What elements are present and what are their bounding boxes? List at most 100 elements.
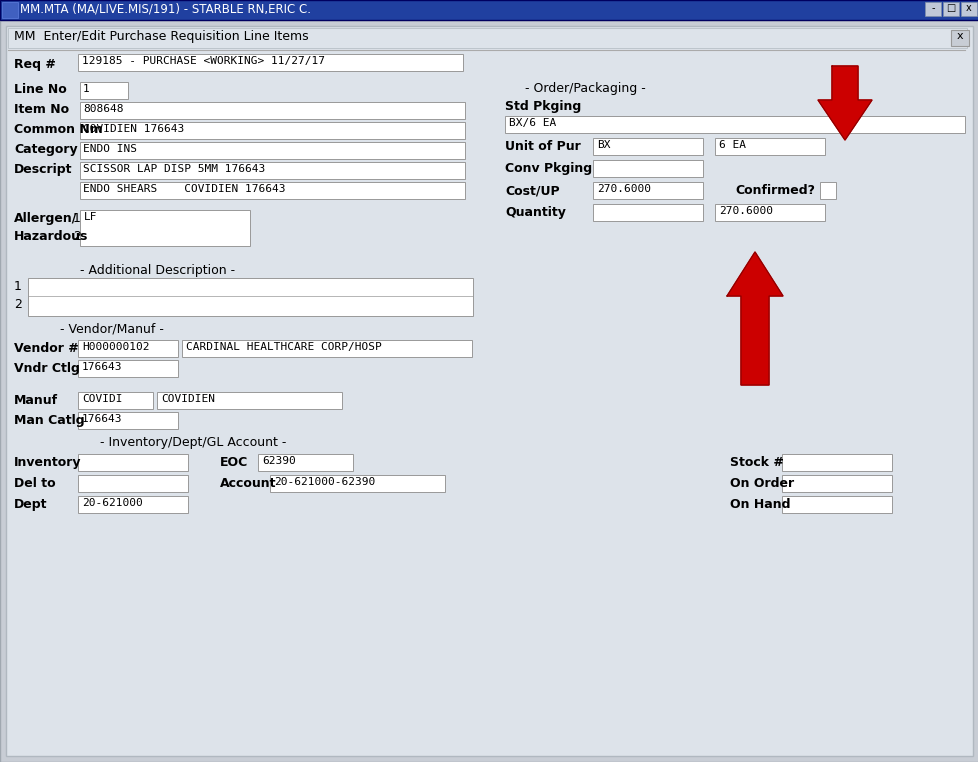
Text: Allergen/: Allergen/ [14,212,77,225]
Text: 6 EA: 6 EA [718,140,745,150]
Text: Account: Account [220,477,276,490]
Text: - Vendor/Manuf -: - Vendor/Manuf - [60,322,163,335]
Bar [820,182,835,199]
Text: SCISSOR LAP DISP 5MM 176643: SCISSOR LAP DISP 5MM 176643 [83,164,265,174]
Bar [80,182,465,199]
Text: 20-621000-62390: 20-621000-62390 [274,477,375,487]
Text: - Inventory/Dept/GL Account -: - Inventory/Dept/GL Account - [100,436,287,449]
Text: COVIDI: COVIDI [82,394,122,404]
Text: Descript: Descript [14,163,72,176]
Bar [781,496,891,513]
Text: 129185 - PURCHASE <WORKING> 11/27/17: 129185 - PURCHASE <WORKING> 11/27/17 [82,56,325,66]
Bar [593,138,702,155]
Text: 270.6000: 270.6000 [597,184,650,194]
Bar [8,28,966,48]
Text: Stock #: Stock # [730,456,783,469]
Text: On Hand: On Hand [730,498,789,511]
Bar [78,392,153,409]
Text: 1: 1 [73,212,81,225]
Text: 2: 2 [73,230,81,243]
Text: 20-621000: 20-621000 [82,498,143,508]
Text: LF: LF [84,212,98,222]
Text: 176643: 176643 [82,362,122,372]
Bar [2,2,18,18]
Bar [714,204,824,221]
Bar [28,278,472,316]
Bar [270,475,445,492]
Bar [0,0,978,20]
Text: Vndr Ctlg: Vndr Ctlg [14,362,80,375]
Bar [781,475,891,492]
Text: Category: Category [14,143,77,156]
Text: x: x [956,31,962,41]
Bar [593,160,702,177]
Bar [80,210,249,246]
Text: Cost/UP: Cost/UP [505,184,559,197]
Text: Item No: Item No [14,103,69,116]
Text: MM.MTA (MA/LIVE.MIS/191) - STARBLE RN,ERIC C.: MM.MTA (MA/LIVE.MIS/191) - STARBLE RN,ER… [20,2,311,15]
Text: Inventory: Inventory [14,456,81,469]
Bar [182,340,471,357]
Bar [505,116,964,133]
Text: Man Catlg: Man Catlg [14,414,84,427]
Text: x: x [965,3,971,13]
Text: Common Nm: Common Nm [14,123,103,136]
Bar [950,30,968,46]
Text: - Additional Description -: - Additional Description - [80,264,235,277]
Bar [78,454,188,471]
Text: 1: 1 [83,84,90,94]
Bar [942,2,958,16]
Text: CARDINAL HEALTHCARE CORP/HOSP: CARDINAL HEALTHCARE CORP/HOSP [186,342,381,352]
Text: Confirmed?: Confirmed? [734,184,814,197]
Text: 270.6000: 270.6000 [718,206,773,216]
Bar [78,412,178,429]
Text: Conv Pkging: Conv Pkging [505,162,592,175]
Text: ENDO INS: ENDO INS [83,144,137,154]
Text: COVIDIEN 176643: COVIDIEN 176643 [83,124,184,134]
Text: Del to: Del to [14,477,56,490]
Text: EOC: EOC [220,456,248,469]
Text: - Order/Packaging -: - Order/Packaging - [524,82,645,95]
Bar [781,454,891,471]
Bar [78,340,178,357]
Text: 176643: 176643 [82,414,122,424]
Text: Vendor #: Vendor # [14,342,78,355]
Text: 2: 2 [14,298,22,311]
Bar [924,2,940,16]
Bar [593,204,702,221]
Bar [80,102,465,119]
Text: COVIDIEN: COVIDIEN [160,394,215,404]
Text: ENDO SHEARS    COVIDIEN 176643: ENDO SHEARS COVIDIEN 176643 [83,184,286,194]
Bar [78,360,178,377]
Bar [78,496,188,513]
Text: □: □ [946,3,955,13]
Bar [593,182,702,199]
Text: 808648: 808648 [83,104,123,114]
Text: BX: BX [597,140,610,150]
Text: Unit of Pur: Unit of Pur [505,140,580,153]
Text: BX/6 EA: BX/6 EA [509,118,556,128]
Bar [80,82,128,99]
Text: Std Pkging: Std Pkging [505,100,581,113]
Bar [156,392,341,409]
Bar [78,475,188,492]
Text: -: - [930,3,934,13]
Text: 1: 1 [14,280,22,293]
Text: Req #: Req # [14,58,56,71]
Bar [80,122,465,139]
Text: Dept: Dept [14,498,48,511]
Text: MM  Enter/Edit Purchase Requisition Line Items: MM Enter/Edit Purchase Requisition Line … [14,30,308,43]
Text: On Order: On Order [730,477,793,490]
Bar [78,54,463,71]
Text: 62390: 62390 [262,456,295,466]
Text: Manuf: Manuf [14,394,58,407]
Text: Hazardous: Hazardous [14,230,88,243]
Text: Line No: Line No [14,83,67,96]
Polygon shape [818,66,871,140]
Text: H000000102: H000000102 [82,342,150,352]
Bar [80,142,465,159]
Text: Quantity: Quantity [505,206,565,219]
Bar [258,454,353,471]
Bar [80,162,465,179]
Polygon shape [727,252,782,385]
